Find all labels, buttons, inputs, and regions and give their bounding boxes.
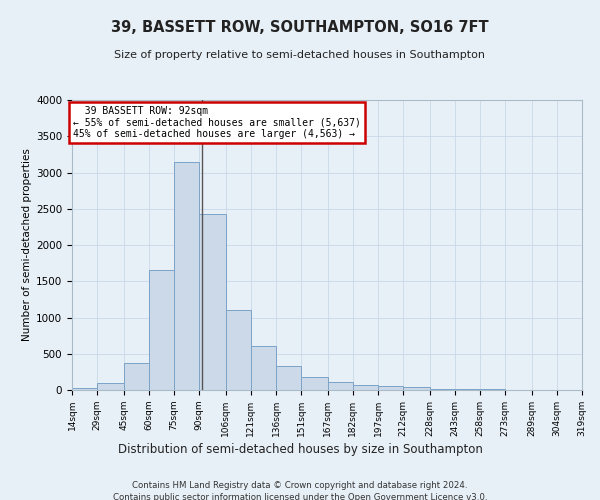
Text: 39, BASSETT ROW, SOUTHAMPTON, SO16 7FT: 39, BASSETT ROW, SOUTHAMPTON, SO16 7FT	[111, 20, 489, 35]
Text: Contains public sector information licensed under the Open Government Licence v3: Contains public sector information licen…	[113, 492, 487, 500]
Bar	[174, 162, 199, 390]
Text: 39 BASSETT ROW: 92sqm
← 55% of semi-detached houses are smaller (5,637)
45% of s: 39 BASSETT ROW: 92sqm ← 55% of semi-deta…	[73, 106, 361, 139]
Bar	[149, 270, 174, 390]
Bar	[378, 386, 403, 390]
Bar	[251, 346, 276, 390]
Bar	[301, 376, 328, 390]
Bar	[226, 310, 251, 390]
Bar	[199, 214, 226, 390]
Text: Distribution of semi-detached houses by size in Southampton: Distribution of semi-detached houses by …	[118, 442, 482, 456]
Bar	[403, 388, 430, 390]
Text: Size of property relative to semi-detached houses in Southampton: Size of property relative to semi-detach…	[115, 50, 485, 60]
Bar	[328, 382, 353, 390]
Bar	[124, 363, 149, 390]
Bar	[430, 388, 455, 390]
Bar	[97, 383, 124, 390]
Bar	[72, 388, 97, 390]
Text: Contains HM Land Registry data © Crown copyright and database right 2024.: Contains HM Land Registry data © Crown c…	[132, 481, 468, 490]
Bar	[276, 366, 301, 390]
Bar	[455, 389, 480, 390]
Y-axis label: Number of semi-detached properties: Number of semi-detached properties	[22, 148, 32, 342]
Bar	[353, 384, 378, 390]
